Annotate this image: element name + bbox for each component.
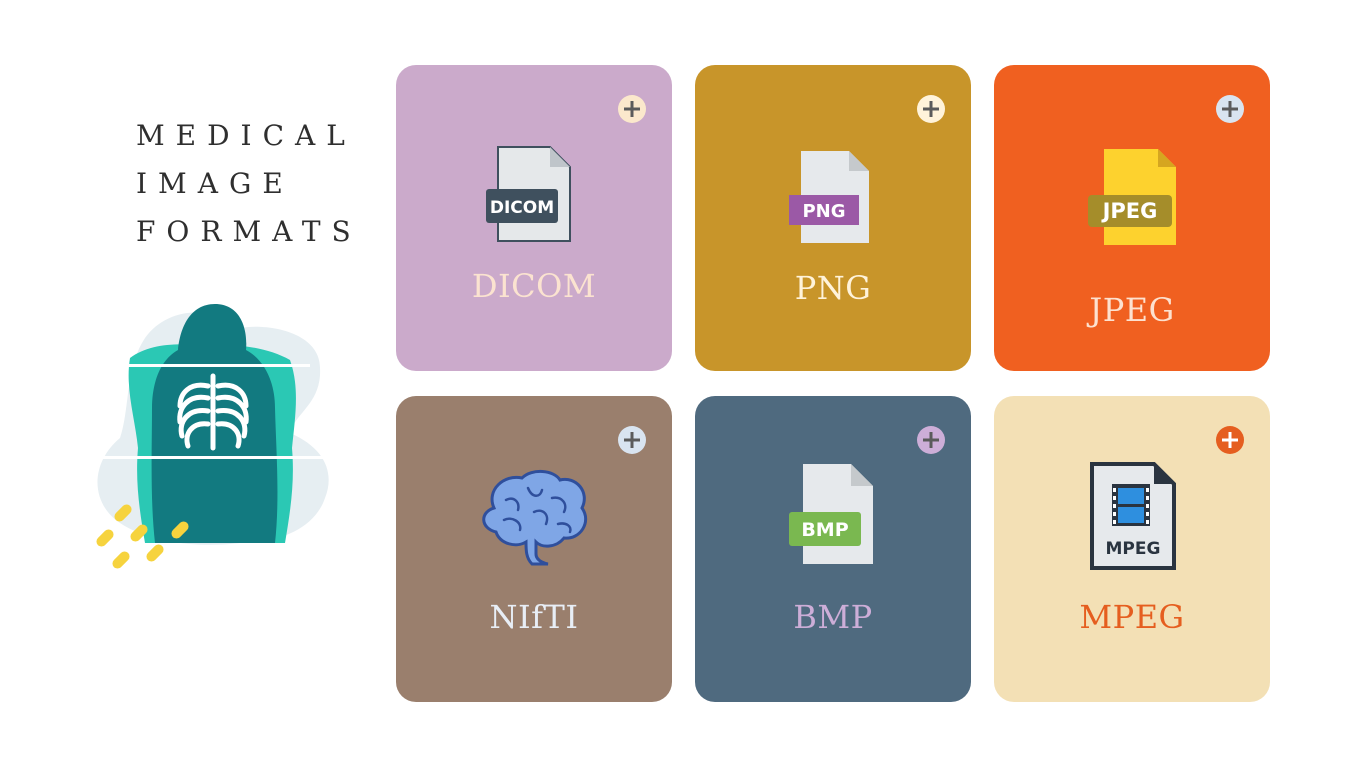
file-bmp-icon: BMP	[789, 464, 873, 564]
file-badge-text: MPEG	[1106, 539, 1161, 559]
format-label: JPEG	[1089, 291, 1175, 329]
file-badge-text: DICOM	[490, 198, 554, 218]
format-label: MPEG	[1079, 598, 1185, 636]
format-card-bmp[interactable]: BMP BMP	[695, 396, 971, 702]
page-title: MEDICAL IMAGE FORMATS	[136, 112, 362, 256]
format-label: BMP	[793, 598, 873, 636]
format-label: PNG	[794, 269, 872, 307]
format-card-mpeg[interactable]: MPEG MPEG	[994, 396, 1270, 702]
file-badge-text: BMP	[801, 519, 848, 541]
add-icon[interactable]	[618, 426, 646, 454]
format-card-nifti[interactable]: NIfTI	[396, 396, 672, 702]
format-label: NIfTI	[489, 598, 579, 636]
xray-body-illustration	[90, 304, 330, 569]
add-icon[interactable]	[917, 426, 945, 454]
file-badge-text: JPEG	[1101, 199, 1158, 223]
format-card-png[interactable]: PNG PNG	[695, 65, 971, 371]
file-mpeg-icon: MPEG	[1090, 462, 1176, 570]
brain-icon	[482, 470, 588, 566]
add-icon[interactable]	[618, 95, 646, 123]
file-jpeg-icon: JPEG	[1088, 149, 1176, 245]
format-card-jpeg[interactable]: JPEG JPEG	[994, 65, 1270, 371]
file-dicom-icon: DICOM	[486, 146, 571, 242]
title-line-2: IMAGE	[136, 167, 294, 200]
file-badge-text: PNG	[802, 201, 845, 222]
format-card-dicom[interactable]: DICOM DICOM	[396, 65, 672, 371]
stripe-upper	[120, 364, 310, 367]
stripe-lower	[90, 456, 330, 459]
title-line-1: MEDICAL	[136, 119, 356, 152]
add-icon[interactable]	[1216, 426, 1244, 454]
rib-cage	[177, 373, 249, 451]
add-icon[interactable]	[1216, 95, 1244, 123]
yellow-dashes	[96, 504, 189, 569]
format-label: DICOM	[471, 267, 597, 305]
title-line-3: FORMATS	[136, 215, 362, 248]
add-icon[interactable]	[917, 95, 945, 123]
file-png-icon: PNG	[789, 151, 869, 243]
